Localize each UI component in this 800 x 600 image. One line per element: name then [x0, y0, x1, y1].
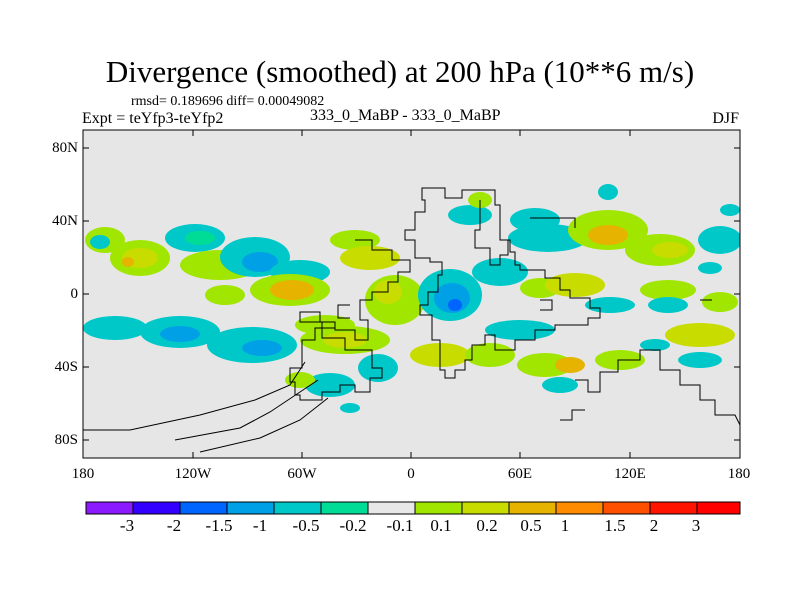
colorbar-swatch — [179, 501, 228, 515]
colorbar-swatch — [696, 501, 741, 515]
colorbar-swatch — [649, 501, 698, 515]
rmsd-diff-stats: rmsd= 0.189696 diff= 0.00049082 — [131, 94, 325, 109]
colorbar-label: -0.2 — [339, 516, 367, 535]
colorbar-label: 2 — [649, 516, 659, 535]
colorbar-swatch — [273, 501, 322, 515]
experiment-label: Expt = teYfp3-teYfp2 — [82, 110, 224, 127]
lat-label-40s: 40S — [54, 359, 78, 375]
colorbar-swatch — [555, 501, 604, 515]
divergence-field — [83, 184, 740, 413]
lon-label-180w: 180 — [71, 466, 95, 482]
colorbar-label: 0.1 — [430, 516, 452, 535]
coastline-outlines — [83, 187, 740, 453]
colorbar-label: 3 — [691, 516, 701, 535]
colorbar-swatch — [320, 501, 369, 515]
lon-label-60e: 60E — [507, 466, 533, 482]
lon-label-0: 0 — [407, 466, 415, 482]
colorbar-label: 0.2 — [476, 516, 498, 535]
lon-label-120w: 120W — [174, 466, 212, 482]
lat-label-80n: 80N — [52, 140, 78, 156]
colorbar-swatch — [367, 501, 416, 515]
colorbar-swatch — [132, 501, 181, 515]
lon-label-120e: 120E — [614, 466, 646, 482]
colorbar-swatch — [85, 501, 134, 515]
lat-label-80s: 80S — [54, 432, 78, 448]
lat-label-40n: 40N — [52, 213, 78, 229]
colorbar-swatch — [461, 501, 510, 515]
season-label: DJF — [712, 110, 739, 127]
colorbar-swatch — [414, 501, 463, 515]
colorbar-label: 1 — [560, 516, 570, 535]
colorbar-label: -0.5 — [292, 516, 320, 535]
map-title: Divergence (smoothed) at 200 hPa (10**6 … — [105, 54, 695, 89]
colorbar — [85, 501, 741, 515]
lon-label-60w: 60W — [287, 466, 317, 482]
colorbar-label: -2 — [166, 516, 182, 535]
colorbar-swatch — [602, 501, 651, 515]
plot-frame — [82, 129, 741, 459]
colorbar-swatch — [226, 501, 275, 515]
colorbar-swatch — [508, 501, 557, 515]
colorbar-label: -1 — [252, 516, 268, 535]
lon-label-180e: 180 — [727, 466, 751, 482]
colorbar-label: -3 — [119, 516, 135, 535]
lat-label-equator: 0 — [70, 286, 79, 302]
colorbar-label: -0.1 — [386, 516, 414, 535]
colorbar-label: 1.5 — [604, 516, 626, 535]
colorbar-label: -1.5 — [205, 516, 233, 535]
colorbar-label: 0.5 — [520, 516, 542, 535]
case-label: 333_0_MaBP - 333_0_MaBP — [310, 107, 501, 124]
